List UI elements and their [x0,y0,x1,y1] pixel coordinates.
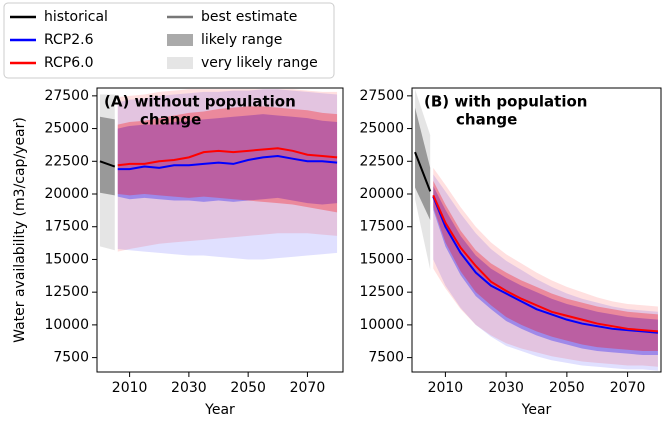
panel-title: (A) without population [104,93,296,111]
very-likely-band [433,174,658,371]
y-tick-label: 10000 [44,317,89,333]
y-tick-label: 27500 [359,88,404,104]
y-tick-label: 25000 [359,121,404,137]
likely-band [433,180,658,352]
axes-frame [411,87,662,373]
legend-swatch [167,57,193,69]
best-estimate-line [99,160,116,168]
best-estimate-line [414,151,432,192]
x-axis-label: Year [521,402,552,418]
y-tick-label: 20000 [44,186,89,202]
panel-title: change [456,111,517,129]
x-tick-label: 2030 [488,380,524,396]
y-tick-label: 22500 [44,153,89,169]
x-tick-label: 2030 [171,380,207,396]
very-likely-band [433,167,658,367]
plot-area [414,89,659,371]
likely-band [99,116,115,196]
x-tick-label: 2070 [290,380,326,396]
x-axis-label: Year [204,402,235,418]
likely-band [415,107,431,221]
y-tick-label: 22500 [359,153,404,169]
likely-band [117,114,338,205]
legend-label: RCP6.0 [44,55,94,71]
x-tick-label: 2010 [112,380,148,396]
y-tick-label: 7500 [368,350,404,366]
y-tick-label: 7500 [53,350,89,366]
x-tick-label: 2010 [428,380,464,396]
likely-band [117,106,338,213]
legend-label: very likely range [201,55,318,71]
y-tick-label: 17500 [359,219,404,235]
y-tick-label: 20000 [359,186,404,202]
best-estimate-line [432,194,659,333]
likely-band [433,186,658,355]
very-likely-band [415,89,431,270]
panel-title: (B) with population [424,93,587,111]
very-likely-band [117,89,338,260]
y-tick-label: 15000 [44,251,89,267]
x-tick-label: 2070 [610,380,646,396]
legend-swatch [167,34,193,46]
y-axis-label: Water availability (m3/cap/year) [12,117,28,343]
x-tick-label: 2050 [230,380,266,396]
y-tick-label: 15000 [359,251,404,267]
best-estimate-line [432,196,659,334]
y-tick-label: 12500 [359,284,404,300]
legend-label: likely range [201,32,282,48]
y-tick-label: 17500 [44,219,89,235]
y-tick-label: 25000 [44,121,89,137]
best-estimate-line [117,147,338,167]
best-estimate-line [117,155,338,171]
axes-frame [96,87,344,373]
legend-label: best estimate [201,9,297,25]
very-likely-band [99,94,115,251]
y-tick-label: 12500 [44,284,89,300]
plot-area [99,89,338,260]
legend-label: historical [44,9,108,25]
legend-label: RCP2.6 [44,32,94,48]
panel-title: change [140,111,201,129]
very-likely-band [117,89,338,252]
x-tick-label: 2050 [549,380,585,396]
y-tick-label: 27500 [44,88,89,104]
y-tick-label: 10000 [359,317,404,333]
